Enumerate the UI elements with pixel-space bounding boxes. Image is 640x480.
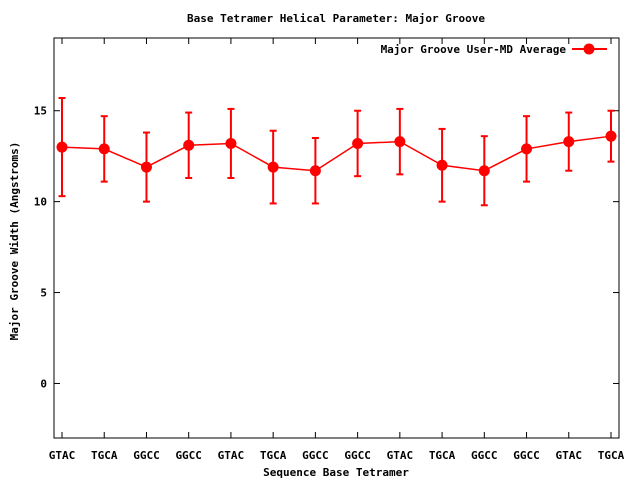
x-tick-label: GGCC [302, 449, 329, 462]
axes-layer: 0 5 10 15 GTAC TGCA GGCC GGCC GTAC TGCA GGCC GGCC GT… [34, 38, 625, 462]
data-point [352, 137, 364, 149]
legend-label: Major Groove User-MD Average [381, 43, 567, 56]
x-tick-label: TGCA [598, 449, 625, 462]
data-point [605, 130, 617, 142]
data-point [394, 136, 406, 148]
series-line [61, 135, 612, 172]
x-tick-label: GGCC [513, 449, 540, 462]
x-tick-label: GGCC [175, 449, 202, 462]
data-point [309, 165, 321, 177]
legend-marker [583, 43, 595, 55]
data-point [225, 137, 237, 149]
y-tick-label: 5 [40, 287, 47, 300]
x-tick-label: TGCA [91, 449, 118, 462]
data-point [140, 161, 152, 173]
data-point [98, 143, 110, 155]
y-tick-label: 0 [40, 377, 47, 390]
data-point [478, 165, 490, 177]
y-tick-label: 10 [34, 196, 47, 209]
x-tick-label: GTAC [387, 449, 414, 462]
legend: Major Groove User-MD Average [381, 43, 607, 56]
data-point [183, 139, 195, 151]
x-tick-label: GTAC [49, 449, 76, 462]
x-tick-label: TGCA [429, 449, 456, 462]
data-point [521, 143, 533, 155]
series-layer [56, 97, 617, 207]
data-point [56, 141, 68, 153]
y-axis-label: Major Groove Width (Angstroms) [8, 142, 21, 341]
x-tick-label: GGCC [344, 449, 371, 462]
data-point [563, 136, 575, 148]
x-axis-label: Sequence Base Tetramer [263, 466, 409, 479]
x-tick-label: GTAC [556, 449, 583, 462]
x-tick-label: GGCC [471, 449, 498, 462]
data-point [267, 161, 279, 173]
plot-frame [53, 37, 620, 439]
y-tick-label: 15 [34, 105, 47, 118]
x-tick-label: TGCA [260, 449, 287, 462]
x-tick-label: GTAC [218, 449, 245, 462]
data-point [436, 159, 448, 171]
x-tick-label: GGCC [133, 449, 160, 462]
chart-title: Base Tetramer Helical Parameter: Major G… [187, 12, 485, 25]
